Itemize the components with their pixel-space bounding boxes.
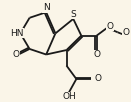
Text: N: N bbox=[43, 3, 50, 12]
Text: OH: OH bbox=[62, 92, 76, 101]
Text: O: O bbox=[122, 28, 130, 37]
Text: S: S bbox=[70, 10, 76, 19]
Text: O: O bbox=[107, 22, 114, 31]
Text: O: O bbox=[93, 50, 100, 59]
Text: O: O bbox=[94, 74, 101, 83]
Text: HN: HN bbox=[10, 29, 24, 38]
Text: O: O bbox=[13, 50, 20, 59]
